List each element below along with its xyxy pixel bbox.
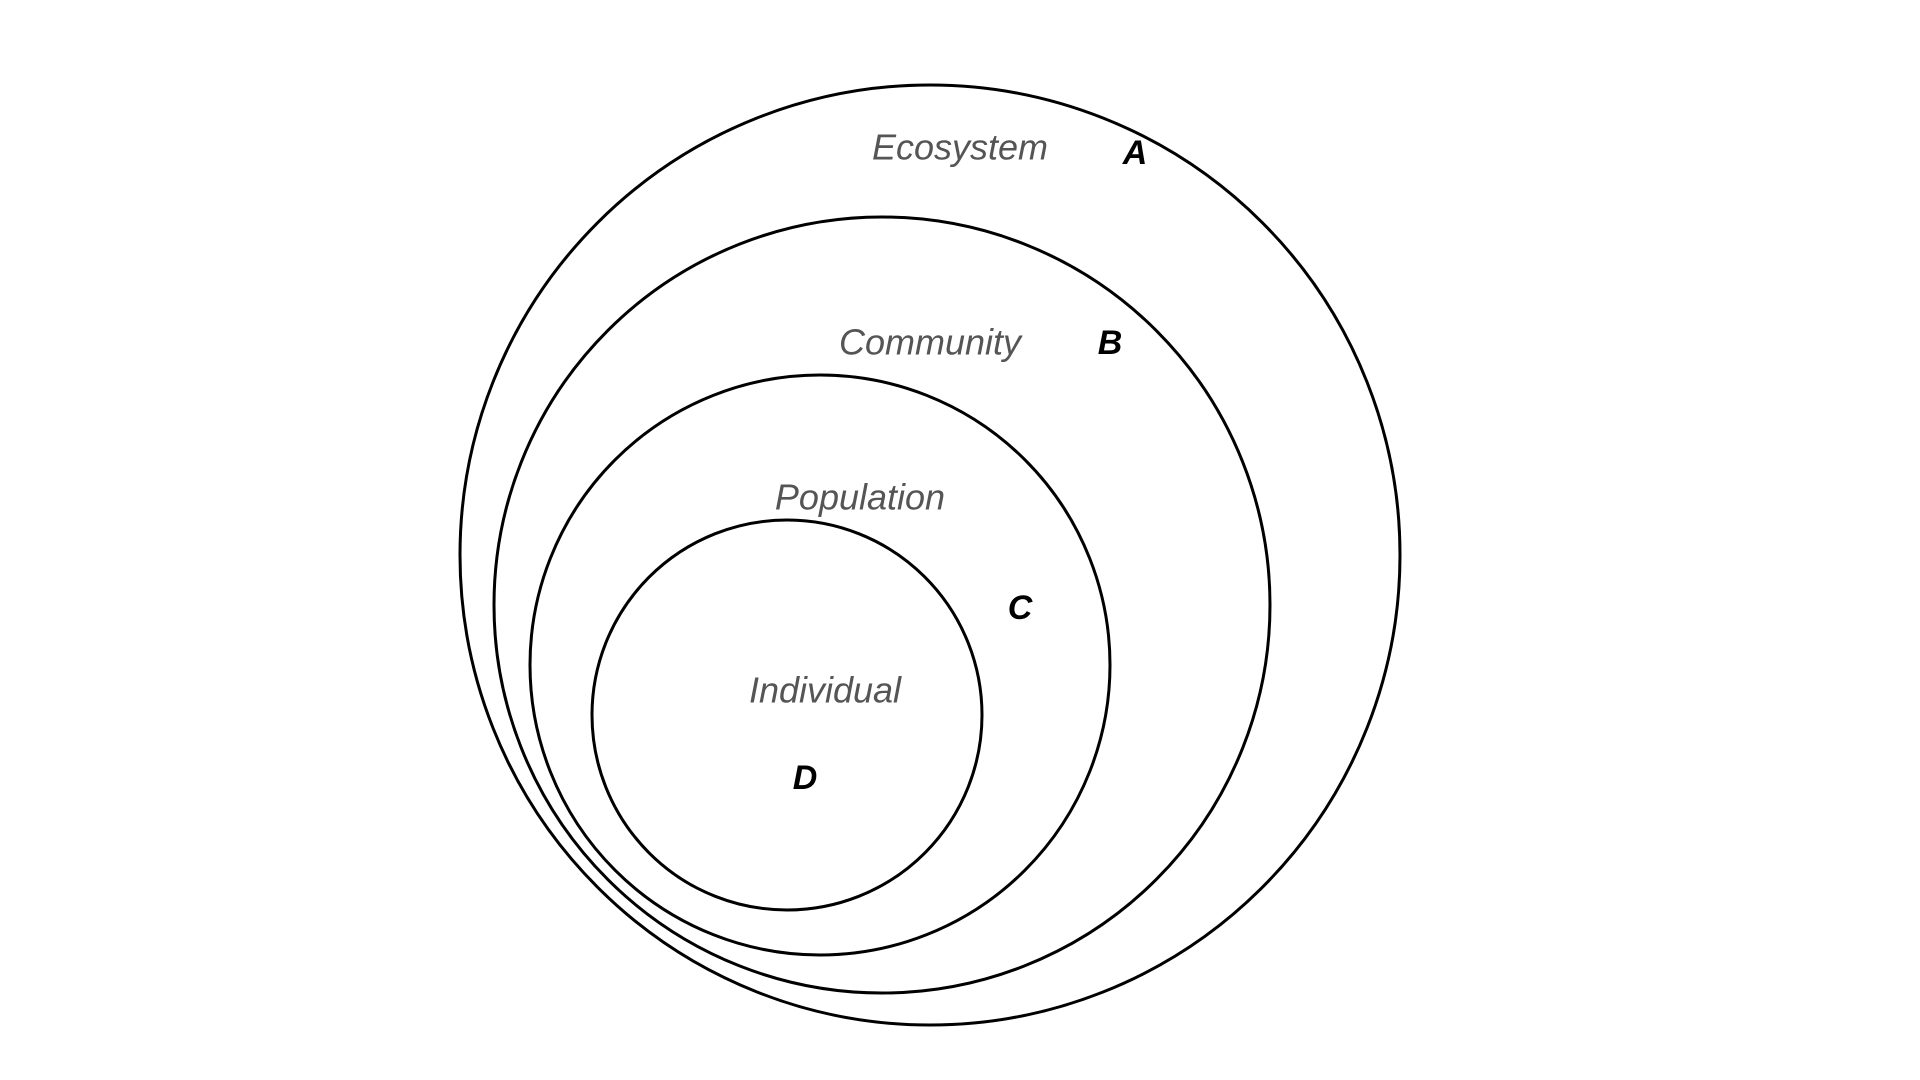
letter-a: A [1122,134,1148,172]
circle-ecosystem [460,85,1400,1025]
letter-d: D [793,759,818,797]
circle-population [530,375,1110,955]
circle-individual [592,520,982,910]
letter-b: B [1098,324,1123,362]
label-individual: Individual [749,670,902,711]
letter-c: C [1008,589,1033,627]
label-population: Population [775,477,945,518]
nested-circles-diagram: Ecosystem Community Population Individual A B… [0,0,1920,1080]
label-community: Community [839,322,1023,363]
label-ecosystem: Ecosystem [872,127,1048,168]
